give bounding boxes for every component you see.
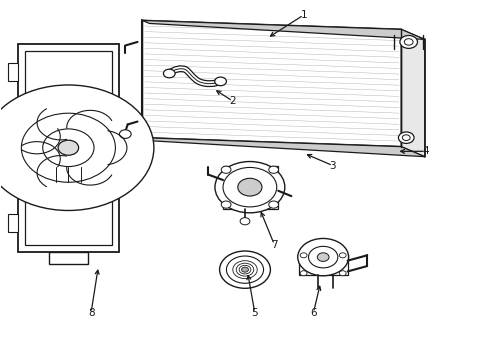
Circle shape: [318, 253, 329, 261]
Circle shape: [0, 85, 154, 211]
Polygon shape: [401, 30, 425, 157]
Polygon shape: [25, 51, 112, 244]
Circle shape: [240, 218, 250, 225]
Text: 4: 4: [422, 146, 429, 156]
Text: 3: 3: [330, 161, 336, 171]
Circle shape: [298, 238, 348, 276]
Circle shape: [309, 246, 338, 268]
Text: 7: 7: [271, 239, 278, 249]
Polygon shape: [143, 21, 425, 40]
Polygon shape: [143, 138, 425, 157]
Circle shape: [269, 166, 278, 173]
Text: 5: 5: [251, 308, 258, 318]
Circle shape: [269, 201, 278, 208]
Circle shape: [221, 166, 231, 173]
Text: 2: 2: [229, 96, 236, 106]
Circle shape: [339, 271, 346, 276]
Circle shape: [398, 132, 414, 143]
Polygon shape: [8, 214, 18, 232]
Circle shape: [300, 271, 307, 276]
Circle shape: [238, 178, 262, 196]
Circle shape: [300, 253, 307, 258]
Circle shape: [404, 39, 413, 45]
Circle shape: [58, 140, 78, 155]
Circle shape: [120, 130, 131, 138]
Circle shape: [163, 69, 175, 78]
Circle shape: [22, 113, 116, 182]
Circle shape: [339, 253, 346, 258]
Circle shape: [402, 135, 410, 140]
Text: 8: 8: [88, 308, 95, 318]
Text: 6: 6: [310, 308, 317, 318]
Circle shape: [400, 36, 417, 48]
Polygon shape: [8, 63, 18, 81]
Circle shape: [221, 201, 231, 208]
Polygon shape: [143, 21, 401, 147]
Circle shape: [226, 256, 264, 283]
Polygon shape: [49, 252, 88, 264]
Circle shape: [223, 167, 277, 207]
Text: 1: 1: [300, 10, 307, 20]
Circle shape: [220, 251, 270, 288]
Circle shape: [215, 77, 226, 86]
Polygon shape: [299, 253, 347, 275]
Circle shape: [242, 267, 248, 272]
Circle shape: [43, 129, 94, 167]
Polygon shape: [223, 166, 278, 209]
Circle shape: [215, 162, 285, 213]
